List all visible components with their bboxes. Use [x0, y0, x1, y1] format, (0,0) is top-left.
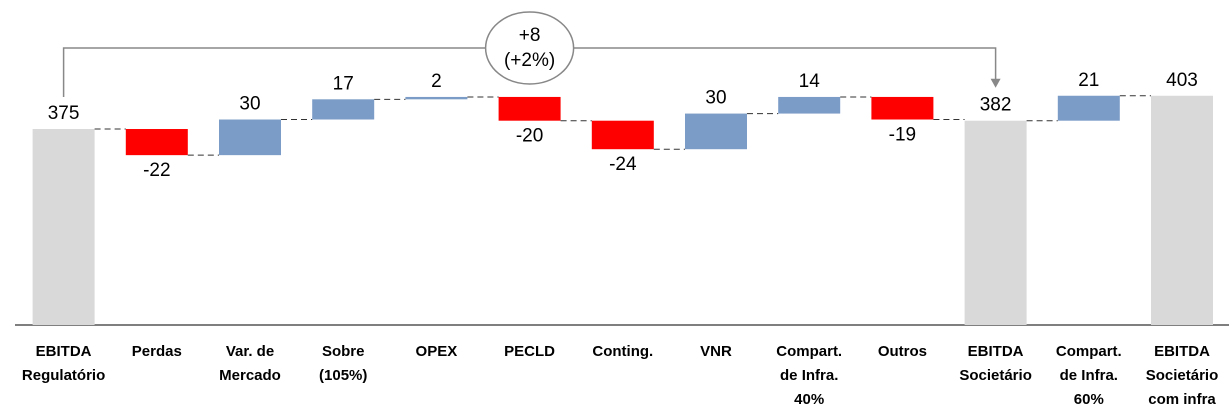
value-label: 403	[1166, 70, 1198, 91]
x-tick-label: Societário	[1146, 367, 1219, 384]
x-tick-label: de Infra.	[1060, 367, 1118, 384]
annotation-text: +8	[519, 25, 541, 46]
value-label: 30	[705, 88, 726, 109]
value-label: -24	[609, 154, 637, 175]
bar	[32, 129, 95, 325]
bar	[498, 96, 561, 121]
x-tick-label: Mercado	[219, 367, 281, 384]
bar	[405, 96, 468, 100]
x-tick-label: de Infra.	[780, 367, 838, 384]
value-label: 382	[980, 95, 1012, 116]
x-tick-label: (105%)	[319, 367, 367, 384]
value-label: 2	[431, 71, 442, 92]
x-tick-label: EBITDA	[36, 343, 92, 360]
x-tick-label: Outros	[878, 343, 927, 360]
x-tick-label: OPEX	[416, 343, 458, 360]
bar	[312, 99, 375, 120]
bar	[1057, 95, 1120, 121]
value-label: -19	[889, 125, 916, 146]
bar	[964, 120, 1027, 325]
x-tick-label: EBITDA	[968, 343, 1024, 360]
value-label: 17	[333, 73, 354, 94]
x-tick-label: Compart.	[776, 343, 842, 360]
x-tick-label: Societário	[959, 367, 1032, 384]
x-tick-label: Perdas	[132, 343, 182, 360]
x-tick-label: Conting.	[592, 343, 653, 360]
annotation-text: (+2%)	[504, 50, 555, 71]
bar	[1151, 95, 1213, 325]
x-tick-label: VNR	[700, 343, 732, 360]
x-tick-label: Regulatório	[22, 367, 105, 384]
x-tick-label: Compart.	[1056, 343, 1122, 360]
bar	[125, 129, 188, 156]
annotation-circle	[484, 11, 575, 85]
value-label: 375	[48, 103, 80, 124]
value-label: 14	[799, 71, 821, 92]
bar	[685, 113, 747, 150]
value-label: -22	[143, 160, 170, 181]
x-tick-label: EBITDA	[1154, 343, 1210, 360]
value-label: -20	[516, 126, 543, 147]
value-label: 30	[239, 94, 260, 115]
x-tick-label: Var. de	[226, 343, 274, 360]
x-tick-label: PECLD	[504, 343, 555, 360]
x-tick-label: 60%	[1074, 391, 1104, 408]
x-tick-label: com infra	[1148, 391, 1216, 408]
arrowhead	[990, 78, 1001, 88]
x-tick-label: 40%	[794, 391, 824, 408]
bar	[871, 96, 934, 120]
bar	[219, 119, 281, 156]
value-label: 21	[1078, 70, 1099, 91]
bar	[778, 96, 841, 114]
bar	[591, 120, 654, 150]
x-tick-label: Sobre	[322, 343, 365, 360]
